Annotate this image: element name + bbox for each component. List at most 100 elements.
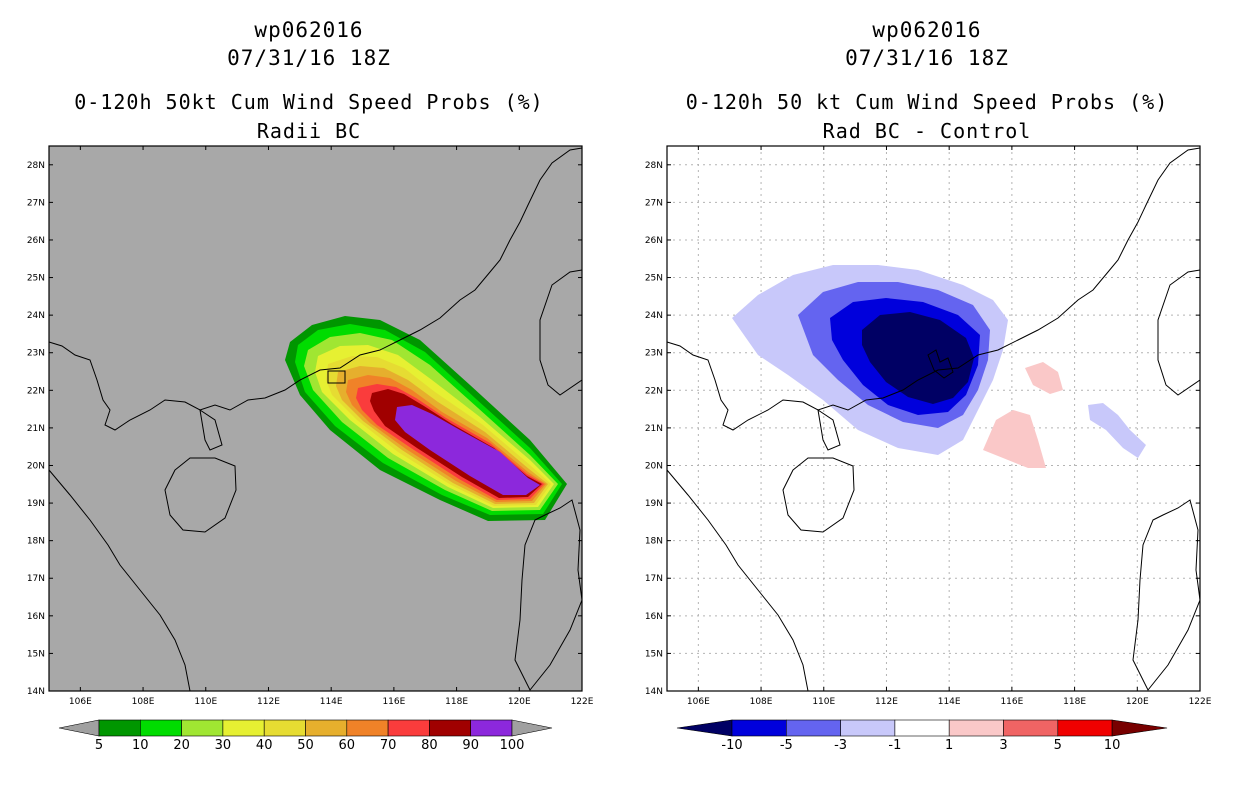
lon-label: 112E	[257, 697, 280, 707]
lon-label: 120E	[1126, 697, 1149, 707]
lat-label: 24N	[645, 311, 663, 321]
philippines-luzon-right	[1132, 499, 1201, 691]
lat-label: 26N	[645, 236, 663, 246]
colorbar-box	[140, 719, 182, 737]
colorbar-box	[1057, 719, 1113, 737]
lat-label: 22N	[27, 386, 45, 396]
lat-label: 20N	[27, 461, 45, 471]
lat-label: 15N	[645, 649, 663, 659]
lat-label: 17N	[645, 574, 663, 584]
colorbar-label: -3	[834, 738, 847, 753]
colorbar-label: 10	[132, 738, 149, 753]
pearl-river-estuary-right	[927, 349, 954, 379]
left-prob-swath	[285, 316, 567, 521]
left-title-datetime: 07/31/16 18Z	[227, 46, 391, 70]
colorbar-box	[470, 719, 513, 737]
lon-label: 110E	[194, 697, 217, 707]
left-title-subtitle: Radii BC	[256, 119, 362, 143]
diff-pos-south	[983, 410, 1046, 468]
colorbar-box	[840, 719, 896, 737]
lat-label: 16N	[27, 612, 45, 622]
diff-pos-north	[1025, 362, 1063, 394]
lat-label: 22N	[645, 386, 663, 396]
colorbar-box	[305, 719, 348, 737]
colorbar-label: 1	[945, 738, 953, 753]
right-coastlines	[666, 147, 1201, 692]
colorbar-under-arrow	[676, 719, 733, 737]
colorbar-box	[948, 719, 1004, 737]
left-panel: wp062016 07/31/16 18Z 0-120h 50kt Cum Wi…	[27, 18, 594, 753]
colorbar-label: 5	[1054, 738, 1062, 753]
leizhou-peninsula	[199, 408, 223, 451]
colorbar-label: 70	[380, 738, 397, 753]
lat-label: 25N	[27, 274, 45, 284]
colorbar-box	[387, 719, 430, 737]
lat-label: 28N	[645, 161, 663, 171]
colorbar-label: 100	[500, 738, 525, 753]
right-title-storm-id: wp062016	[872, 18, 982, 42]
lon-label: 114E	[320, 697, 343, 707]
left-lon-axis: 106E 108E 110E 112E 114E 116E 118E 120E 122E	[69, 146, 594, 707]
left-colorbar: 5 10 20 30 40 50 60 70 80 90 100	[58, 719, 553, 753]
left-map: 14N 15N 16N 17N 18N 19N 20N 21N 22N 23N 24N 25N 26N 2…	[27, 145, 594, 753]
right-title-datetime: 07/31/16 18Z	[845, 46, 1009, 70]
hainan-island-right	[782, 457, 855, 533]
right-map: 14N 15N 16N 17N 18N 19N 20N 21N 22N 23N 24N 25N 26N 2…	[645, 145, 1212, 753]
right-title-product: 0-120h 50 kt Cum Wind Speed Probs (%)	[685, 90, 1169, 114]
vietnam-coast	[48, 469, 191, 692]
taiwan	[539, 269, 583, 396]
lat-label: 18N	[645, 537, 663, 547]
right-map-frame-group	[666, 145, 1201, 692]
hainan-island	[164, 457, 237, 533]
leizhou-peninsula-right	[817, 408, 841, 451]
left-map-border	[48, 145, 583, 692]
diff-neg-10	[862, 312, 974, 404]
lat-label: 14N	[645, 687, 663, 697]
diff-neg-east	[1088, 403, 1146, 458]
colorbar-label: 90	[462, 738, 479, 753]
left-title-product: 0-120h 50kt Cum Wind Speed Probs (%)	[74, 90, 544, 114]
left-title-storm-id: wp062016	[254, 18, 364, 42]
colorbar-label: 50	[297, 738, 314, 753]
lon-label: 108E	[132, 697, 155, 707]
lat-label: 25N	[645, 274, 663, 284]
right-lon-axis: 106E 108E 110E 112E 114E 116E 118E 120E 122E	[687, 146, 1212, 707]
colorbar-label: -5	[780, 738, 793, 753]
colorbar-label: 5	[95, 738, 103, 753]
lat-label: 17N	[27, 574, 45, 584]
lon-label: 114E	[938, 697, 961, 707]
right-panel: wp062016 07/31/16 18Z 0-120h 50 kt Cum W…	[618, 0, 1236, 800]
lat-label: 23N	[645, 349, 663, 359]
lat-label: 27N	[645, 198, 663, 208]
right-difference-field	[732, 265, 1146, 468]
lon-label: 106E	[69, 697, 92, 707]
vietnam-coast-right	[666, 469, 809, 692]
china-coast	[48, 147, 583, 431]
right-map-border	[666, 145, 1201, 692]
colorbar-box	[346, 719, 389, 737]
philippines-luzon	[514, 499, 583, 691]
left-map-frame-group	[48, 145, 583, 692]
lon-label: 116E	[1000, 697, 1023, 707]
lat-label: 16N	[645, 612, 663, 622]
lon-label: 116E	[382, 697, 405, 707]
colorbar-box	[894, 719, 950, 737]
lon-label: 118E	[445, 697, 468, 707]
colorbar-box	[429, 719, 471, 737]
lat-label: 19N	[27, 499, 45, 509]
lon-label: 118E	[1063, 697, 1086, 707]
colorbar-box	[98, 719, 141, 737]
colorbar-box	[786, 719, 841, 737]
colorbar-over-arrow	[1111, 719, 1168, 737]
lat-label: 24N	[27, 311, 45, 321]
lon-label: 108E	[750, 697, 773, 707]
taiwan-right	[1157, 269, 1201, 396]
colorbar-label: 40	[256, 738, 273, 753]
left-coastlines	[48, 147, 583, 692]
right-title-subtitle: Rad BC - Control	[822, 119, 1032, 143]
swath-90-100	[395, 405, 540, 495]
colorbar-box	[731, 719, 787, 737]
lon-label: 120E	[508, 697, 531, 707]
lat-label: 19N	[645, 499, 663, 509]
colorbar-label: 80	[421, 738, 438, 753]
